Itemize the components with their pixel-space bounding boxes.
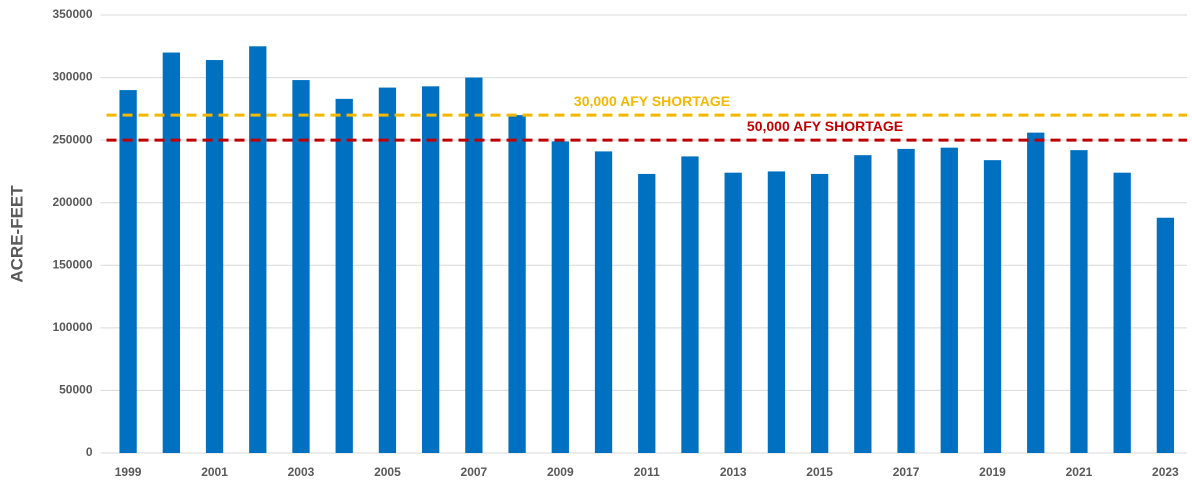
bar (854, 155, 872, 453)
x-tick-label: 2003 (288, 465, 315, 479)
y-tick-label: 100000 (52, 320, 92, 334)
x-tick-label: 2013 (720, 465, 747, 479)
bar (767, 171, 786, 453)
bar (897, 148, 915, 453)
x-tick-label: 1999 (115, 465, 142, 479)
bar (594, 151, 613, 454)
bar (1113, 172, 1131, 453)
y-tick-label: 150000 (52, 257, 92, 271)
y-tick-label: 250000 (52, 132, 92, 146)
y-tick-label: 0 (86, 445, 93, 459)
x-tick-label: 2017 (893, 465, 920, 479)
bar (1070, 150, 1088, 453)
bar (119, 90, 137, 453)
y-axis-label: ACRE-FEET (7, 185, 26, 283)
bar (724, 172, 742, 453)
bar (681, 156, 699, 453)
bar (162, 52, 180, 454)
x-tick-label: 2005 (374, 465, 401, 479)
x-tick-label: 2023 (1152, 465, 1179, 479)
x-tick-label: 2009 (547, 465, 574, 479)
x-tick-label: 2019 (979, 465, 1006, 479)
bar (551, 141, 569, 453)
bar (378, 87, 397, 453)
bar (249, 46, 267, 454)
x-tick-label: 2001 (201, 465, 228, 479)
bar (292, 80, 310, 454)
bar (1156, 217, 1175, 453)
bar (205, 60, 224, 454)
x-tick-label: 2015 (806, 465, 833, 479)
bar (638, 173, 656, 453)
x-tick-label: 2007 (461, 465, 488, 479)
bar (983, 160, 1002, 453)
bar (1027, 132, 1045, 454)
bar (940, 147, 958, 453)
reference-label: 50,000 AFY SHORTAGE (747, 118, 903, 134)
x-tick-label: 2011 (634, 465, 660, 479)
y-tick-label: 200000 (52, 195, 92, 209)
y-tick-label: 350000 (52, 7, 92, 21)
x-tick-label: 2021 (1066, 465, 1093, 479)
bar (508, 115, 526, 453)
bar (465, 77, 483, 454)
bar (335, 98, 353, 454)
y-tick-label: 300000 (52, 70, 92, 84)
bar (810, 173, 829, 453)
bar (422, 86, 440, 454)
reference-label: 30,000 AFY SHORTAGE (574, 93, 730, 109)
y-tick-label: 50000 (59, 383, 93, 397)
